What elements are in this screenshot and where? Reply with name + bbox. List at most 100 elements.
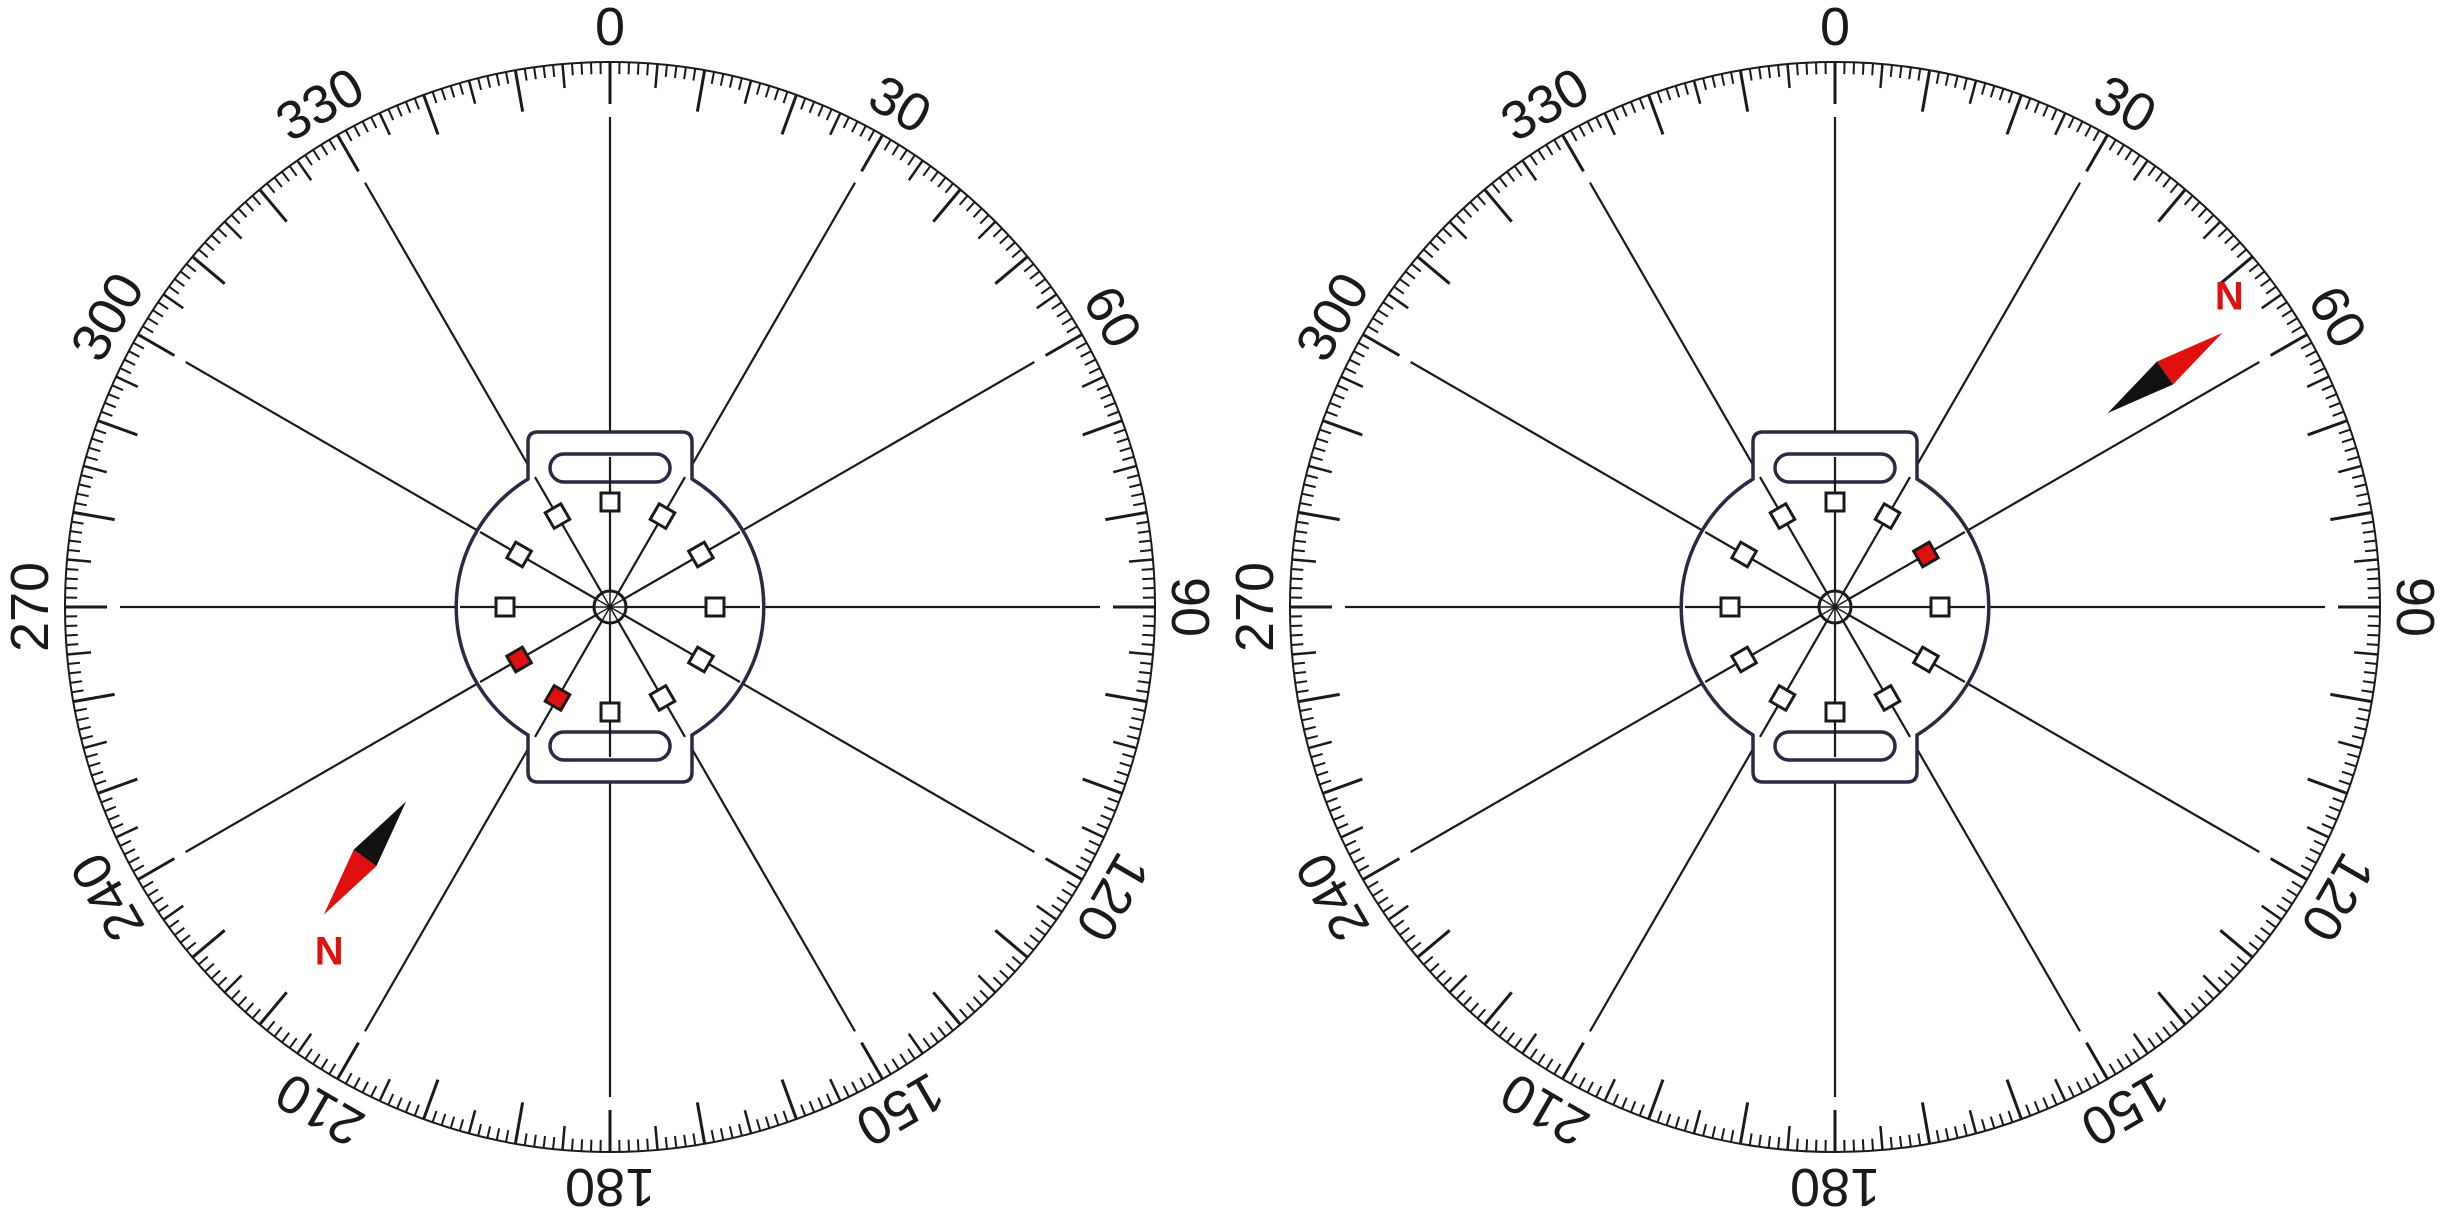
tick-mark: [1730, 71, 1735, 84]
tick-mark: [486, 1126, 492, 1139]
tick-mark: [1313, 761, 1326, 768]
tick-mark: [2276, 904, 2288, 913]
tick-mark: [1968, 1109, 1978, 1134]
tick-mark: [1953, 1126, 1959, 1139]
tick-mark: [2347, 455, 2360, 462]
tick-mark: [817, 1097, 824, 1110]
tick-mark: [67, 661, 81, 665]
tick-mark: [123, 358, 136, 366]
tick-mark: [1023, 263, 1035, 273]
tick-mark: [2306, 375, 2330, 388]
pivot-line: [609, 598, 625, 608]
tick-mark: [2157, 188, 2187, 223]
tick-mark: [780, 94, 798, 135]
tick-mark: [2154, 1032, 2164, 1043]
tick-mark: [1295, 680, 1308, 684]
inner-spoke: [609, 476, 686, 608]
tick-mark: [440, 1113, 447, 1126]
tick-mark: [1308, 464, 1333, 474]
tick-mark: [2054, 1078, 2067, 1102]
tick-mark: [929, 1032, 939, 1043]
tick-mark: [71, 689, 84, 694]
tick-mark: [2366, 643, 2379, 647]
tick-mark: [1429, 962, 1440, 973]
tick-mark: [825, 1093, 833, 1106]
marker: [504, 540, 534, 569]
tick-mark: [1084, 358, 1097, 366]
tick-mark: [273, 1026, 283, 1038]
tick-mark: [115, 375, 139, 388]
tick-mark: [78, 483, 91, 489]
tick-mark: [1393, 919, 1405, 929]
tick-mark: [210, 234, 221, 245]
tick-mark: [97, 777, 138, 795]
tick-mark: [1310, 752, 1323, 759]
tick-mark: [907, 1048, 916, 1060]
tick-mark: [1377, 896, 1389, 905]
tick-mark: [312, 1053, 321, 1065]
tick-mark: [1011, 955, 1022, 966]
tick-mark: [94, 779, 107, 786]
tick-mark: [755, 1119, 762, 1132]
tick-mark: [320, 144, 329, 156]
pivot-line: [609, 592, 619, 608]
tick-mark: [486, 75, 492, 88]
tick-mark: [1423, 955, 1434, 966]
tick-mark: [168, 919, 180, 929]
tick-mark: [74, 707, 87, 712]
tick-mark: [2281, 309, 2293, 318]
degree-label: 210: [266, 1061, 374, 1158]
tick-mark: [1898, 65, 1903, 79]
tick-mark: [2076, 120, 2084, 133]
tick-mark: [422, 1079, 440, 1120]
marker: [648, 501, 677, 531]
tick-mark: [123, 848, 136, 856]
tick-mark: [2183, 195, 2194, 206]
tick-mark: [1138, 539, 1152, 544]
tick-mark: [1035, 278, 1046, 288]
tick-mark: [74, 502, 87, 507]
tick-mark: [100, 410, 113, 417]
tick-mark: [2261, 904, 2283, 921]
tick-mark: [683, 1134, 687, 1147]
tick-mark: [2356, 716, 2369, 722]
tick-mark: [85, 455, 98, 462]
tick-mark: [965, 1002, 976, 1013]
tick-mark: [230, 989, 241, 1000]
pivot-line: [1826, 592, 1836, 608]
tick-mark: [999, 969, 1010, 980]
tick-mark: [1553, 1063, 1562, 1075]
tick-mark: [2154, 171, 2164, 182]
tick-mark: [1080, 856, 1092, 864]
tick-mark: [2332, 410, 2345, 417]
tick-mark: [1462, 996, 1473, 1007]
tick-mark: [2313, 367, 2326, 375]
tick-mark: [1962, 1123, 1968, 1137]
tick-mark: [495, 73, 501, 86]
tick-mark: [1595, 1085, 1603, 1098]
tick-mark: [387, 1093, 395, 1106]
tick-mark: [2224, 969, 2235, 980]
tick-mark: [1112, 464, 1137, 474]
tick-mark: [2254, 934, 2266, 944]
tick-mark: [2050, 1093, 2058, 1106]
tick-mark: [2204, 989, 2215, 1000]
tick-mark: [937, 1026, 947, 1038]
tick-mark: [1291, 643, 1304, 647]
tick-mark: [2269, 857, 2308, 881]
tick-mark: [505, 1130, 510, 1143]
tick-mark: [1429, 241, 1440, 252]
tick-mark: [1084, 848, 1097, 856]
tick-mark: [1137, 680, 1150, 684]
tick-mark: [152, 896, 164, 905]
tick-mark: [580, 62, 584, 75]
degree-label: 240: [59, 843, 156, 951]
tick-mark: [695, 70, 707, 112]
tick-mark: [191, 929, 226, 959]
tick-mark: [1103, 805, 1116, 813]
tick-mark: [440, 88, 447, 101]
tick-mark: [2361, 689, 2374, 694]
tick-mark: [2364, 661, 2378, 665]
tick-mark: [1442, 227, 1453, 238]
marker: [1911, 645, 1941, 674]
